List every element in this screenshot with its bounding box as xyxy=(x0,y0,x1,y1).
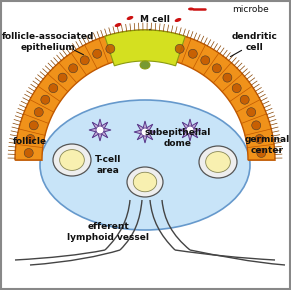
Circle shape xyxy=(96,126,104,134)
Circle shape xyxy=(41,95,50,104)
Circle shape xyxy=(69,64,78,73)
Circle shape xyxy=(106,44,115,53)
Polygon shape xyxy=(179,119,201,141)
Text: T-cell
area: T-cell area xyxy=(95,155,121,175)
Circle shape xyxy=(212,64,221,73)
Circle shape xyxy=(201,56,210,65)
Circle shape xyxy=(232,84,241,93)
Text: follicle-associated
epithelium: follicle-associated epithelium xyxy=(2,32,94,52)
Circle shape xyxy=(26,135,35,144)
Ellipse shape xyxy=(127,167,163,197)
Text: germinal
center: germinal center xyxy=(244,135,290,155)
Polygon shape xyxy=(89,119,111,141)
Ellipse shape xyxy=(115,23,121,27)
Text: follicle: follicle xyxy=(13,137,47,146)
Circle shape xyxy=(247,108,256,117)
Ellipse shape xyxy=(199,146,237,178)
Text: microbe: microbe xyxy=(232,5,269,14)
Text: M cell: M cell xyxy=(140,15,170,24)
Polygon shape xyxy=(105,30,185,66)
Circle shape xyxy=(252,121,261,130)
Circle shape xyxy=(186,126,194,134)
Ellipse shape xyxy=(206,152,230,172)
Text: subepithelial
dome: subepithelial dome xyxy=(145,128,211,148)
Circle shape xyxy=(188,49,197,58)
Circle shape xyxy=(175,44,184,53)
Circle shape xyxy=(80,56,89,65)
Circle shape xyxy=(240,95,249,104)
Ellipse shape xyxy=(60,150,84,171)
Circle shape xyxy=(58,73,67,82)
Circle shape xyxy=(257,148,266,157)
Ellipse shape xyxy=(188,8,194,10)
Circle shape xyxy=(34,108,43,117)
Text: efferent
lymphoid vessel: efferent lymphoid vessel xyxy=(67,222,149,242)
Circle shape xyxy=(49,84,58,93)
Ellipse shape xyxy=(127,16,133,20)
Circle shape xyxy=(24,148,33,157)
Circle shape xyxy=(223,73,232,82)
Polygon shape xyxy=(134,121,156,143)
Polygon shape xyxy=(15,30,275,160)
Ellipse shape xyxy=(53,144,91,176)
Ellipse shape xyxy=(175,18,181,22)
Text: dendritic
cell: dendritic cell xyxy=(232,32,278,52)
Circle shape xyxy=(141,128,149,136)
Ellipse shape xyxy=(133,172,157,192)
Circle shape xyxy=(93,49,102,58)
Circle shape xyxy=(29,121,38,130)
Circle shape xyxy=(255,135,264,144)
Ellipse shape xyxy=(40,100,250,230)
Ellipse shape xyxy=(140,61,150,69)
